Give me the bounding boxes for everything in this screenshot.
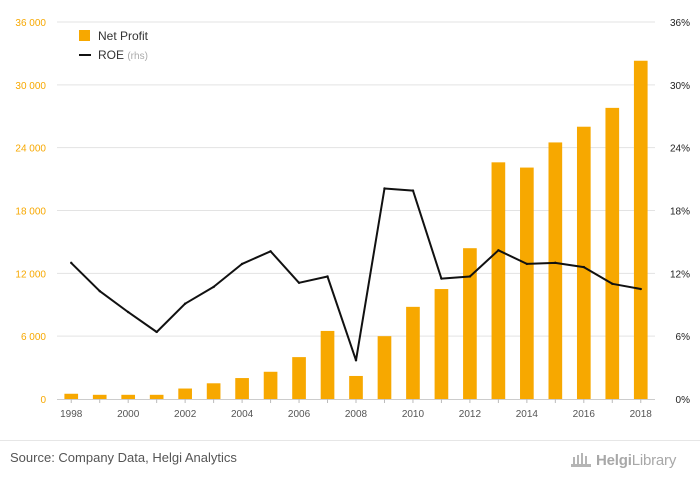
right-axis-tick-label: 18% — [670, 207, 690, 218]
right-axis-tick-label: 6% — [676, 332, 691, 343]
roe-point-1998 — [70, 261, 73, 265]
right-axis-tick-label: 30% — [670, 81, 690, 92]
roe-point-2000 — [126, 310, 130, 314]
left-axis-tick-label: 30 000 — [15, 81, 46, 92]
right-axis-tick-label: 12% — [670, 269, 690, 280]
bar-net-profit-2006 — [292, 357, 306, 399]
bar-net-profit-2003 — [206, 383, 221, 399]
logo-main-text: Helgi — [596, 451, 632, 469]
legend-net-profit-label: Net Profit — [98, 29, 149, 43]
bar-net-profit-2017 — [605, 107, 620, 399]
bar-net-profit-2015 — [548, 142, 563, 400]
bar-net-profit-2018 — [633, 60, 648, 399]
legend-roe-label: ROE (rhs) — [98, 48, 148, 62]
left-axis-tick-label: 18 000 — [15, 207, 46, 218]
bar-net-profit-1998 — [64, 393, 79, 399]
bar-net-profit-2007 — [320, 330, 335, 399]
footer-divider — [0, 440, 700, 441]
helgi-library-logo: HelgiLibrary — [570, 449, 676, 471]
x-axis-tick-label: 1998 — [60, 409, 83, 420]
logo-sub-text: Library — [631, 451, 677, 469]
roe-point-2002 — [183, 302, 187, 305]
roe-point-2013 — [497, 249, 500, 252]
bar-net-profit-2011 — [434, 289, 449, 399]
roe-point-2008 — [354, 359, 358, 362]
roe-point-2011 — [440, 277, 443, 280]
x-axis-tick-label: 2008 — [345, 409, 368, 420]
x-axis-tick-label: 2016 — [573, 409, 596, 420]
roe-point-2009 — [383, 187, 386, 190]
left-axis-tick-label: 24 000 — [15, 144, 46, 155]
bar-net-profit-2000 — [121, 394, 136, 399]
x-axis-tick-label: 2012 — [459, 409, 482, 420]
roe-point-2016 — [582, 265, 586, 269]
bar-net-profit-2005 — [263, 371, 278, 399]
roe-point-2014 — [525, 262, 529, 266]
source-note: Source: Company Data, Helgi Analytics — [10, 450, 237, 465]
left-axis-tick-label: 36 000 — [15, 18, 46, 29]
roe-point-2004 — [240, 262, 244, 266]
roe-point-2012 — [468, 275, 472, 278]
bar-net-profit-2013 — [491, 162, 506, 399]
roe-point-2018 — [639, 287, 642, 291]
left-axis-tick-label: 12 000 — [15, 269, 46, 280]
x-axis-tick-label: 2002 — [174, 409, 197, 420]
bar-net-profit-2012 — [463, 248, 477, 399]
roe-point-2001 — [155, 330, 158, 334]
left-axis-tick-label: 0 — [40, 395, 46, 406]
right-axis-tick-label: 24% — [670, 144, 690, 155]
x-axis-tick-label: 2000 — [117, 409, 140, 420]
x-axis-tick-label: 2004 — [231, 409, 254, 420]
roe-point-1999 — [98, 289, 101, 293]
roe-point-2015 — [554, 261, 557, 265]
roe-point-2005 — [269, 250, 272, 253]
roe-point-2006 — [297, 281, 301, 284]
x-axis-tick-label: 2006 — [288, 409, 311, 420]
library-building-icon — [571, 453, 591, 467]
roe-point-2003 — [212, 285, 215, 289]
legend-roe-suffix: (rhs) — [127, 51, 148, 62]
legend-net-profit-swatch — [79, 30, 90, 41]
combo-chart: 0 6 000 12 000 18 000 24 000 30 000 36 000 0% 6%… — [15, 18, 691, 420]
bar-net-profit-2014 — [520, 167, 534, 399]
roe-point-2007 — [326, 275, 329, 278]
x-axis-tick-label: 2014 — [516, 409, 539, 420]
bar-net-profit-1999 — [92, 394, 107, 399]
left-axis-tick-label: 6 000 — [21, 332, 46, 343]
roe-point-2010 — [411, 189, 415, 192]
bar-net-profit-2004 — [235, 378, 249, 399]
bar-net-profit-2009 — [377, 336, 392, 399]
right-axis-tick-label: 0% — [676, 395, 691, 406]
bar-net-profit-2016 — [576, 126, 591, 399]
x-axis-tick-label: 2010 — [402, 409, 425, 420]
bar-net-profit-2001 — [149, 394, 164, 399]
roe-point-2017 — [611, 282, 614, 286]
bar-net-profit-2008 — [349, 375, 363, 399]
x-axis-tick-label: 2018 — [630, 409, 653, 420]
bar-net-profit-2002 — [178, 388, 192, 399]
bar-net-profit-2010 — [406, 306, 420, 399]
right-axis-tick-label: 36% — [670, 18, 690, 29]
